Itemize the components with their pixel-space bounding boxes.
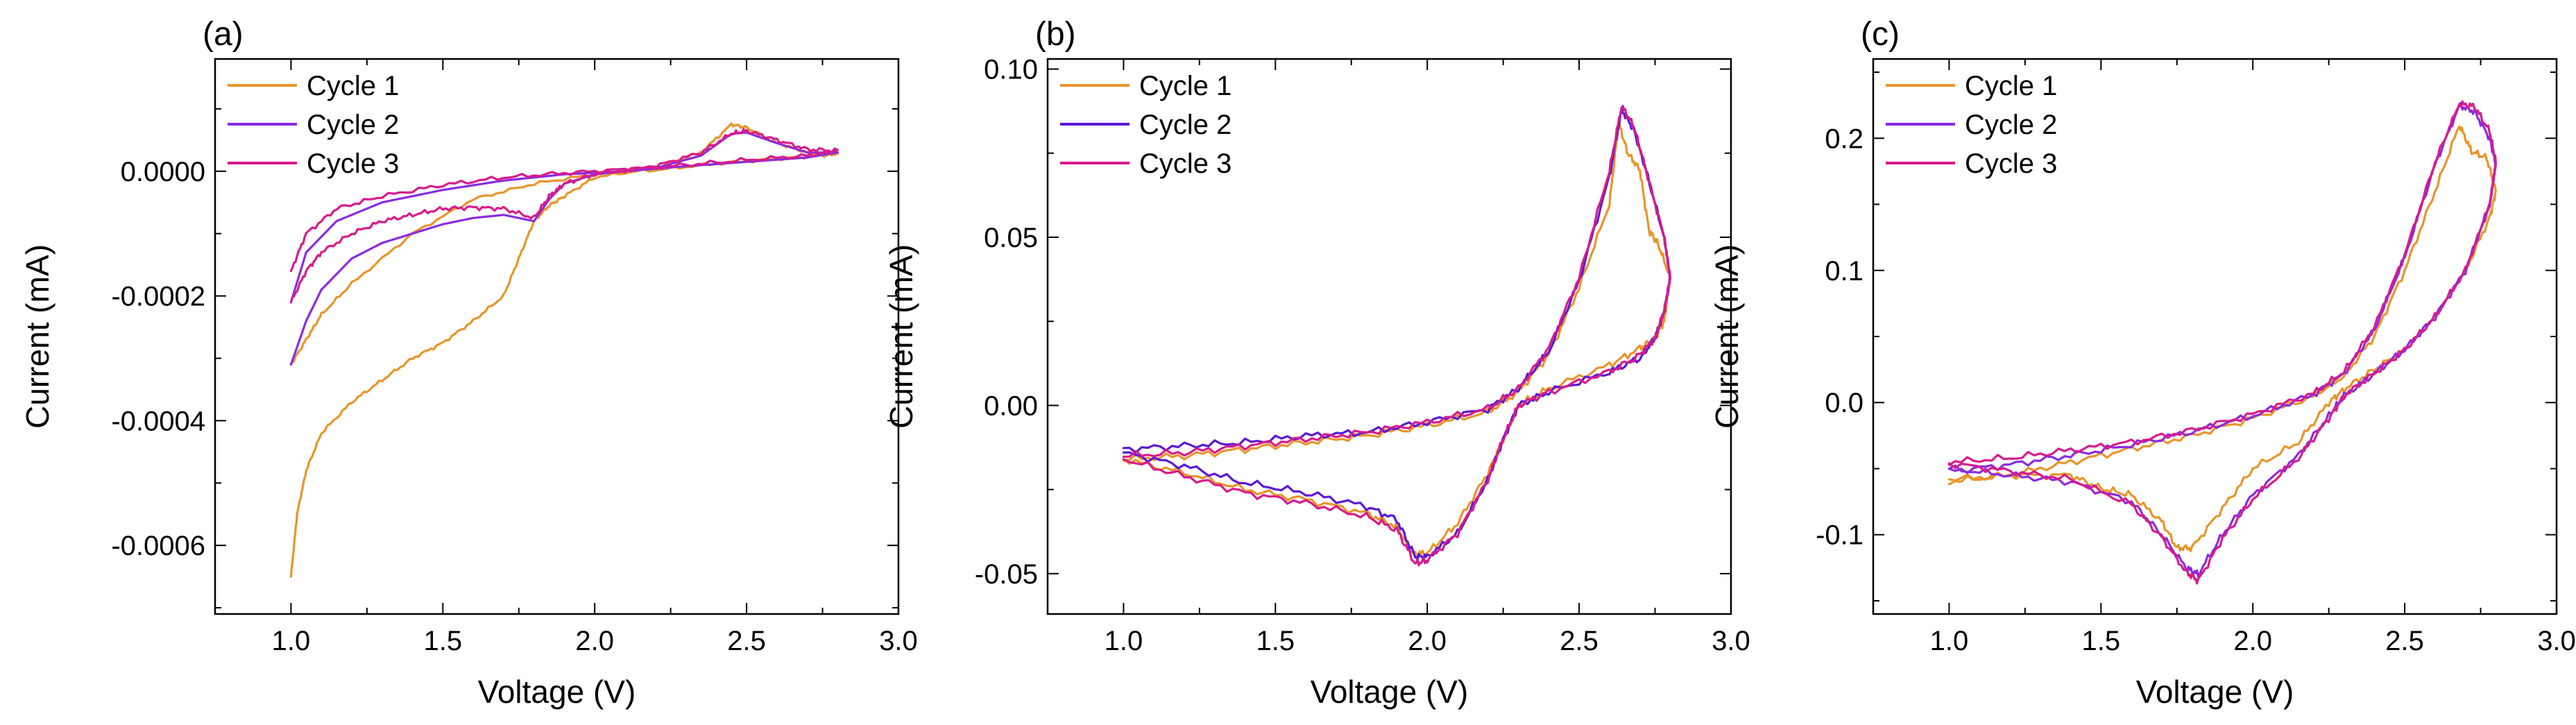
x-tick-label: 3.0 [1712, 626, 1750, 656]
legend-label-cycle-1: Cycle 1 [1139, 71, 1231, 101]
x-tick-label: 1.5 [1256, 626, 1295, 656]
x-tick-label: 2.5 [2385, 626, 2424, 656]
plot-frame [214, 58, 900, 615]
x-axis-title: Voltage (V) [478, 674, 636, 710]
x-tick-label: 2.5 [727, 626, 766, 656]
chart-panel-2: 1.0 1.5 2.0 2.5 3.0 -0.05 0.00 0.05 0.10 Voltage … [883, 16, 1750, 710]
y-tick-label: -0.0002 [111, 282, 205, 312]
x-tick-label: 2.0 [575, 626, 614, 656]
y-tick-label: 0.1 [1825, 256, 1863, 287]
y-tick-label: 0.10 [984, 55, 1038, 85]
x-tick-label: 1.0 [272, 626, 311, 656]
x-tick-label: 1.5 [424, 626, 463, 656]
chart-panel-3: 1.0 1.5 2.0 2.5 3.0 -0.1 0.0 0.1 0.2 Voltage (V) C… [1709, 16, 2576, 710]
x-axis-title: Voltage (V) [1311, 674, 1469, 710]
series-line-cycle-3 [289, 128, 839, 304]
panel-label: (c) [1861, 16, 1900, 53]
legend-label-cycle-2: Cycle 2 [1139, 110, 1231, 140]
x-axis-title: Voltage (V) [2136, 674, 2294, 710]
series-line-cycle-2 [1947, 102, 2497, 578]
legend: Cycle 1 Cycle 2 Cycle 3 [228, 71, 399, 179]
x-tick-label: 1.0 [1104, 626, 1143, 656]
plot-frame [1046, 58, 1732, 615]
panel-label: (a) [203, 16, 244, 53]
y-tick-label: 0.0 [1825, 388, 1863, 418]
x-tick-label: 2.0 [1408, 626, 1447, 656]
chart-panel-1: 1.0 1.5 2.0 2.5 3.0 -0.0006 -0.0004 -0.0002 0.00… [19, 16, 918, 710]
series-line-cycle-1 [289, 122, 839, 578]
y-tick-label: 0.2 [1825, 123, 1863, 154]
legend-label-cycle-1: Cycle 1 [1965, 71, 2057, 101]
legend: Cycle 1 Cycle 2 Cycle 3 [1886, 71, 2057, 179]
x-tick-label: 1.0 [1930, 626, 1969, 656]
legend-label-cycle-3: Cycle 3 [1965, 148, 2057, 179]
y-tick-label: 0.0000 [121, 157, 205, 187]
y-tick-label: -0.0006 [111, 531, 205, 561]
legend-label-cycle-3: Cycle 3 [1139, 148, 1231, 179]
legend: Cycle 1 Cycle 2 Cycle 3 [1060, 71, 1231, 179]
y-tick-label: -0.0004 [111, 406, 205, 436]
y-tick-label: 0.00 [984, 391, 1038, 421]
y-tick-label: -0.1 [1816, 520, 1863, 551]
legend-label-cycle-1: Cycle 1 [307, 71, 399, 101]
series-group [1122, 105, 1671, 567]
legend-label-cycle-2: Cycle 2 [1965, 110, 2057, 140]
x-tick-label: 3.0 [2537, 626, 2576, 656]
y-tick-label: 0.05 [984, 223, 1038, 253]
series-group [1947, 100, 2497, 585]
series-line-cycle-3 [1947, 100, 2497, 585]
y-tick-label: -0.05 [975, 559, 1038, 590]
panel-label: (b) [1035, 16, 1076, 53]
y-axis-title: Current (mA) [1709, 244, 1745, 429]
series-group [289, 122, 839, 578]
series-line-cycle-3 [1122, 105, 1671, 567]
x-tick-label: 2.5 [1560, 626, 1598, 656]
x-tick-label: 3.0 [879, 626, 918, 656]
y-axis-title: Current (mA) [883, 244, 919, 429]
x-tick-label: 2.0 [2233, 626, 2272, 656]
legend-label-cycle-3: Cycle 3 [307, 148, 399, 179]
legend-label-cycle-2: Cycle 2 [307, 110, 399, 140]
plot-frame [1872, 58, 2558, 615]
y-axis-title: Current (mA) [19, 244, 56, 429]
series-line-cycle-1 [1122, 123, 1671, 558]
x-tick-label: 1.5 [2082, 626, 2121, 656]
